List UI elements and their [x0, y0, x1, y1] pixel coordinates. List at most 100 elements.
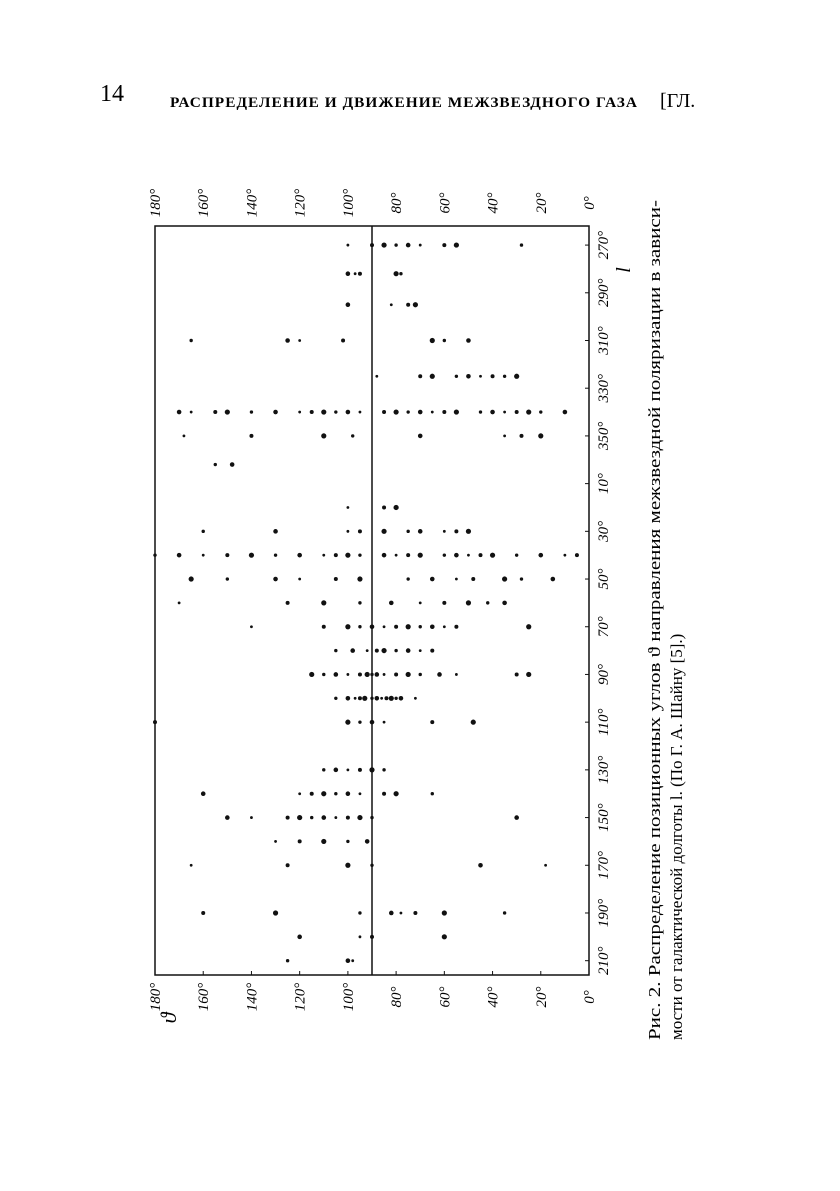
data-point — [406, 302, 411, 307]
data-point — [350, 648, 356, 653]
data-point — [454, 374, 459, 378]
data-point — [388, 695, 394, 701]
data-point — [394, 672, 399, 677]
y-tick-label: 100° — [341, 189, 357, 218]
data-point — [334, 410, 338, 414]
x-tick-label: 50° — [596, 569, 612, 590]
data-point — [357, 767, 362, 772]
data-point — [153, 720, 157, 725]
data-point — [502, 576, 508, 582]
data-point — [381, 528, 387, 534]
data-point — [398, 695, 404, 701]
data-point — [334, 696, 338, 700]
data-point — [345, 409, 351, 415]
x-tick-label: 190° — [596, 899, 612, 928]
data-point — [345, 624, 351, 630]
data-point — [486, 601, 490, 605]
data-point — [453, 242, 459, 248]
data-point — [250, 625, 253, 629]
y-tick-label: 160° — [196, 983, 212, 1012]
data-point — [405, 624, 411, 630]
y-tick-label: 60° — [437, 987, 453, 1008]
data-point — [357, 529, 362, 534]
data-point — [466, 373, 471, 379]
data-point — [249, 410, 254, 414]
x-tick-label: 350° — [596, 422, 612, 452]
data-point — [405, 648, 411, 653]
data-point — [374, 695, 380, 701]
y-tick-label: 20° — [534, 987, 550, 1008]
data-point — [382, 791, 387, 796]
data-point — [322, 768, 326, 772]
data-point — [382, 720, 386, 724]
x-tick-label: 270° — [596, 231, 612, 260]
data-point — [297, 552, 302, 558]
data-point — [502, 374, 507, 378]
x-tick-label: 90° — [596, 664, 612, 685]
data-point — [489, 552, 496, 558]
data-point — [333, 553, 338, 558]
data-point — [430, 792, 434, 796]
data-point — [382, 625, 386, 629]
data-point — [309, 791, 314, 796]
data-point — [418, 649, 422, 652]
data-point — [442, 243, 447, 248]
data-point — [249, 433, 254, 438]
data-point — [346, 839, 350, 844]
y-tick-label: 40° — [486, 193, 502, 214]
data-point — [358, 553, 362, 557]
data-point — [358, 792, 362, 796]
data-point — [188, 576, 194, 582]
data-point — [514, 553, 519, 557]
data-point — [478, 410, 483, 414]
data-point — [285, 863, 290, 868]
data-point — [345, 719, 351, 725]
data-point — [470, 719, 476, 725]
data-point — [393, 409, 399, 415]
data-point — [322, 553, 326, 557]
data-point — [519, 243, 524, 247]
data-point — [382, 768, 386, 772]
y-tick-label: 40° — [486, 987, 502, 1008]
data-point — [353, 272, 357, 276]
data-point — [502, 911, 507, 915]
page-number: 14 — [100, 81, 124, 107]
data-point — [381, 552, 387, 558]
data-point — [526, 624, 532, 630]
y-axis-title: ϑ — [156, 1011, 181, 1023]
data-point — [309, 410, 314, 415]
y-tick-label: 180° — [148, 983, 164, 1012]
data-point — [502, 600, 507, 606]
data-point — [441, 934, 447, 940]
data-point — [389, 303, 393, 307]
y-tick-label: 140° — [244, 189, 260, 218]
data-point — [442, 338, 447, 343]
data-point — [345, 815, 350, 820]
data-point — [550, 576, 556, 582]
data-point — [380, 696, 384, 700]
data-point — [248, 552, 255, 558]
data-point — [346, 673, 350, 676]
data-point — [298, 792, 302, 796]
data-point — [453, 409, 459, 415]
data-point — [394, 243, 398, 247]
data-point — [321, 815, 327, 820]
data-point — [382, 410, 387, 415]
data-point — [454, 552, 459, 558]
data-point — [273, 553, 278, 557]
data-point — [321, 433, 327, 439]
data-point — [351, 959, 355, 963]
data-point — [382, 673, 386, 676]
data-point — [364, 839, 370, 844]
data-point — [394, 696, 398, 700]
data-point — [478, 553, 483, 558]
data-point — [381, 242, 387, 248]
data-point — [345, 552, 351, 558]
data-point — [430, 410, 434, 414]
data-point — [358, 935, 362, 939]
data-point — [430, 720, 435, 725]
data-point — [381, 647, 387, 654]
data-point — [539, 410, 543, 414]
data-point — [201, 910, 206, 915]
y-tick-label: 120° — [293, 983, 309, 1012]
